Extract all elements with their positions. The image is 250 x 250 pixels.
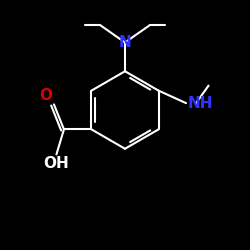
Text: NH: NH xyxy=(187,96,213,110)
Text: N: N xyxy=(119,35,132,50)
Text: OH: OH xyxy=(44,156,69,170)
Text: O: O xyxy=(40,88,53,103)
